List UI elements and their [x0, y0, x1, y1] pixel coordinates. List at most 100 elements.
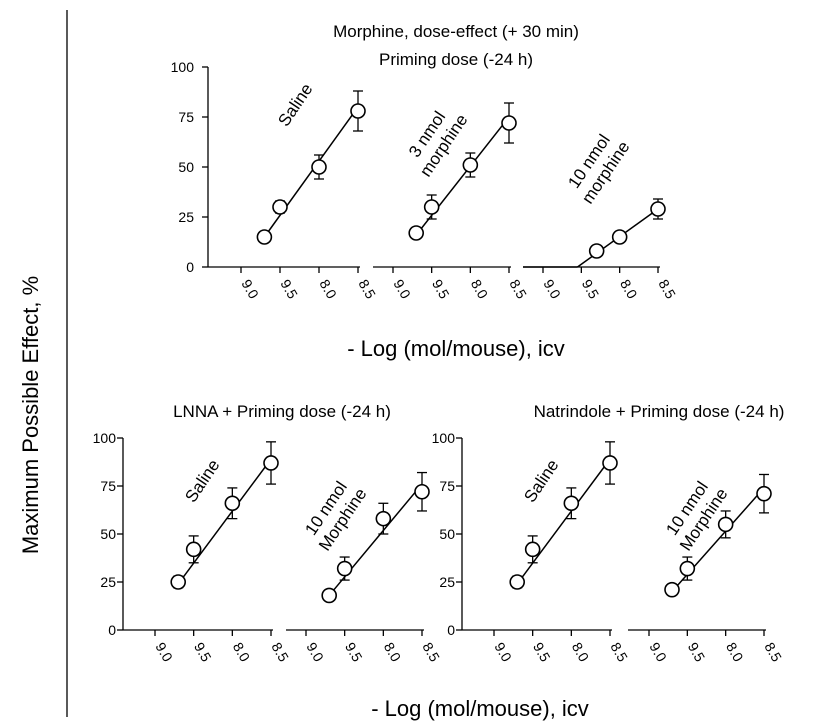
x-tick-label: 9.0	[540, 277, 564, 302]
data-point	[350, 103, 366, 119]
bottom-left-title: LNNA + Priming dose (-24 h)	[173, 402, 391, 421]
data-point	[336, 560, 353, 577]
top-x-axis-label: - Log (mol/mouse), icv	[347, 336, 565, 361]
x-tick-label: 9.5	[342, 640, 366, 665]
x-tick-label: 8.5	[506, 277, 530, 302]
x-tick-label: 9.0	[238, 277, 262, 302]
data-point	[602, 455, 618, 471]
y-tick-label: 25	[439, 574, 455, 590]
x-tick-label: 9.5	[277, 277, 301, 302]
y-tick-label: 0	[447, 622, 455, 638]
x-tick-label: 8.0	[617, 277, 641, 302]
data-point	[611, 229, 628, 245]
y-tick-label: 50	[439, 526, 455, 542]
y-axis-label: Maximum Possible Effect, %	[18, 276, 43, 554]
y-tick-label: 25	[100, 574, 116, 590]
x-tick-label: 9.5	[685, 640, 709, 665]
data-point	[408, 225, 425, 241]
x-tick-label: 8.0	[230, 640, 254, 665]
data-point	[563, 495, 580, 512]
condition-label: 10 nmolMorphine	[298, 474, 370, 555]
data-point	[756, 485, 772, 502]
data-point	[650, 201, 666, 217]
data-point	[272, 199, 288, 215]
x-tick-label: 8.0	[723, 640, 747, 665]
panel-1: 9.0 9.5 8.0 8.5 Saline	[208, 80, 379, 302]
data-point	[321, 587, 338, 604]
data-point	[185, 541, 202, 558]
data-point	[664, 581, 680, 598]
x-tick-label: 8.5	[355, 277, 379, 302]
condition-label: Saline	[520, 456, 562, 506]
x-tick-label: 9.0	[646, 640, 670, 665]
condition-label: 3 nmolmorphine	[399, 100, 471, 181]
x-tick-label: 9.0	[491, 640, 515, 665]
data-point	[423, 199, 440, 215]
y-tick-label: 100	[93, 430, 117, 446]
x-tick-label: 8.0	[316, 277, 340, 302]
data-point	[224, 495, 241, 512]
x-tick-label: 8.0	[468, 277, 492, 302]
condition-label: 10 nmolMorphine	[659, 474, 731, 555]
data-point	[717, 516, 734, 533]
x-tick-label: 8.5	[419, 640, 443, 665]
condition-label: Saline	[274, 80, 316, 130]
data-point	[256, 229, 273, 245]
x-tick-label: 9.5	[530, 640, 554, 665]
condition-label: 10 nmolmorphine	[561, 127, 633, 208]
top-title-line1: Morphine, dose-effect (+ 30 min)	[333, 22, 579, 41]
x-tick-label: 9.0	[152, 640, 176, 665]
y-tick-label: 50	[178, 159, 194, 175]
x-tick-label: 8.5	[655, 277, 679, 302]
condition-label-line: Saline	[181, 456, 223, 506]
x-tick-label: 9.0	[390, 277, 414, 302]
data-point	[414, 483, 430, 500]
data-point	[375, 510, 392, 527]
y-tick-label: 75	[178, 109, 194, 125]
panel-1: 9.0 9.5 8.0 8.5 Saline	[462, 441, 631, 665]
panel-3: 9.0 9.5 8.0 8.5 10 nmolmorphine	[523, 127, 679, 302]
y-tick-label: 0	[186, 259, 194, 275]
x-tick-label: 8.5	[268, 640, 292, 665]
y-tick-label: 0	[108, 622, 116, 638]
x-tick-label: 8.0	[381, 640, 405, 665]
data-point	[170, 574, 186, 590]
panel-1: 9.0 9.5 8.0 8.5 Saline	[123, 441, 292, 665]
y-tick-label: 75	[100, 478, 116, 494]
condition-label: Saline	[181, 456, 223, 506]
data-point	[462, 157, 479, 173]
y-tick-label: 100	[171, 59, 195, 75]
x-tick-label: 8.0	[569, 640, 593, 665]
data-point	[311, 159, 327, 175]
y-tick-label: 25	[178, 209, 194, 225]
x-tick-label: 9.0	[303, 640, 327, 665]
chart-3: 0 25 50 75 100 9.0 9.5 8.0 8.5 Saline 9.0 9.5 8.0 8.5…	[432, 430, 785, 665]
data-point	[679, 560, 696, 577]
data-point	[501, 115, 517, 131]
data-point	[509, 574, 526, 590]
plot-area: 0 25 50 75 100 9.0 9.5 8.0 8.5 Saline 9.0 9.5 8.0 8.5…	[93, 59, 785, 665]
y-tick-label: 100	[432, 430, 456, 446]
condition-label-line: Saline	[274, 80, 316, 130]
data-point	[588, 243, 605, 259]
data-point	[263, 455, 279, 471]
chart-1: 0 25 50 75 100 9.0 9.5 8.0 8.5 Saline 9.0 9.5 8.0 8.5…	[171, 59, 679, 302]
x-tick-label: 9.5	[579, 277, 603, 302]
data-point	[524, 541, 541, 558]
fit-line	[263, 106, 359, 238]
bottom-right-title: Natrindole + Priming dose (-24 h)	[534, 402, 785, 421]
panel-2: 9.0 9.5 8.0 8.5 10 nmolMorphine	[286, 471, 443, 665]
y-tick-label: 75	[439, 478, 455, 494]
x-tick-label: 8.5	[761, 640, 785, 665]
bottom-x-axis-label: - Log (mol/mouse), icv	[371, 696, 589, 721]
condition-label-line: Saline	[520, 456, 562, 506]
x-tick-label: 9.5	[429, 277, 453, 302]
x-tick-label: 9.5	[191, 640, 215, 665]
x-tick-label: 8.5	[607, 640, 631, 665]
y-tick-label: 50	[100, 526, 116, 542]
chart-2: 0 25 50 75 100 9.0 9.5 8.0 8.5 Saline 9.0 9.5 8.0 8.5…	[93, 430, 443, 665]
panel-2: 9.0 9.5 8.0 8.5 3 nmolmorphine	[373, 100, 530, 302]
panel-2: 9.0 9.5 8.0 8.5 10 nmolMorphine	[628, 473, 785, 665]
top-title-line2: Priming dose (-24 h)	[379, 50, 533, 69]
